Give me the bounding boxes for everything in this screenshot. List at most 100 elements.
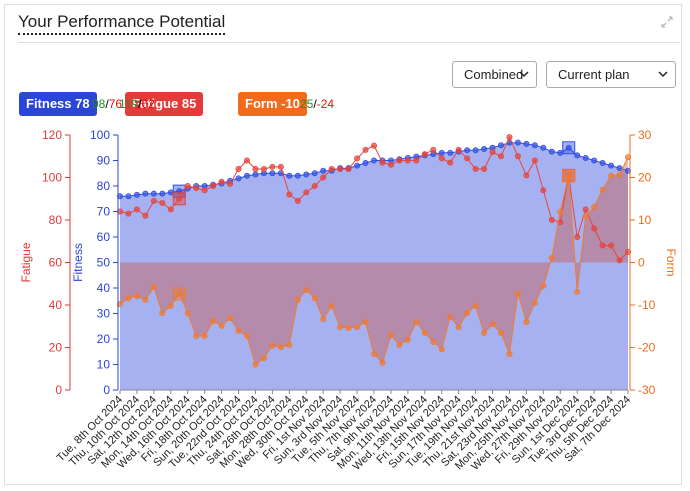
range-separator: /	[105, 97, 109, 111]
data-point	[354, 162, 361, 169]
data-point	[616, 171, 623, 178]
data-point	[260, 165, 267, 172]
badge-value: 78	[75, 96, 90, 111]
highlight-marker	[562, 169, 576, 183]
axis-tick-label: 20	[97, 332, 111, 346]
data-point	[625, 248, 632, 255]
data-point	[404, 336, 411, 343]
data-point	[243, 333, 250, 340]
data-point	[591, 203, 598, 210]
data-point	[218, 322, 225, 329]
data-point	[159, 310, 166, 317]
data-point	[167, 302, 174, 309]
plan-select-text: Current plan	[558, 67, 630, 82]
data-point	[574, 233, 581, 240]
range-low: 76	[108, 97, 123, 111]
data-point	[227, 180, 234, 187]
data-point	[337, 324, 344, 331]
data-point	[286, 341, 293, 348]
data-point	[599, 186, 606, 193]
data-point	[370, 157, 377, 164]
badge-label: Form	[245, 96, 278, 111]
data-point	[625, 167, 632, 174]
axis-tick-label: 10	[638, 213, 652, 227]
data-point	[616, 257, 623, 264]
axis-tick-label: 80	[97, 179, 111, 193]
data-point	[218, 178, 225, 185]
axis-tick-label: -20	[638, 341, 656, 355]
range-high: 119	[119, 97, 139, 111]
data-point	[591, 157, 598, 164]
data-point	[497, 153, 504, 160]
data-point	[159, 190, 166, 197]
data-point	[362, 146, 369, 153]
data-point	[531, 299, 538, 306]
data-point	[599, 160, 606, 167]
data-point	[608, 162, 615, 169]
axis-tick-label: 20	[638, 171, 652, 185]
data-point	[574, 288, 581, 295]
axis-tick-label: 40	[49, 298, 63, 312]
data-point	[557, 208, 564, 215]
data-point	[311, 295, 318, 302]
data-point	[565, 172, 572, 179]
expand-icon[interactable]	[660, 15, 674, 29]
data-point	[133, 293, 140, 300]
data-point	[506, 350, 513, 357]
data-point	[447, 313, 454, 320]
axis-tick-label: 0	[55, 383, 62, 397]
data-point	[252, 171, 259, 178]
data-point	[582, 154, 589, 161]
data-point	[514, 139, 521, 146]
highlight-marker	[172, 287, 186, 301]
data-point	[557, 149, 564, 156]
data-point	[201, 333, 208, 340]
badge-value: 85	[181, 96, 197, 111]
data-point	[489, 148, 496, 155]
axis-tick-label: 100	[90, 128, 110, 142]
data-point	[523, 318, 530, 325]
data-point	[303, 171, 310, 178]
data-point	[328, 165, 335, 172]
data-point	[447, 149, 454, 156]
axis-tick-label: 50	[97, 256, 111, 270]
data-point	[303, 189, 310, 196]
axis-tick-label: 100	[42, 171, 62, 185]
data-point	[370, 142, 377, 149]
data-point	[184, 310, 191, 317]
data-point	[277, 163, 284, 170]
data-point	[540, 144, 547, 151]
axis-tick-label: 0	[638, 256, 645, 270]
data-point	[235, 327, 242, 334]
data-point	[354, 155, 361, 162]
data-point	[438, 149, 445, 156]
data-point	[472, 302, 479, 309]
data-point	[548, 148, 555, 155]
data-point	[396, 157, 403, 164]
data-point	[320, 167, 327, 174]
axis-tick-label: -30	[638, 383, 656, 397]
axis-tick-label: 60	[97, 230, 111, 244]
data-point	[337, 165, 344, 172]
data-point	[481, 165, 488, 172]
data-point	[531, 142, 538, 149]
data-point	[548, 254, 555, 261]
data-point	[277, 344, 284, 351]
badge-range: 25/-24	[300, 92, 334, 116]
view-select[interactable]: Combined	[452, 61, 537, 88]
data-point	[540, 187, 547, 194]
data-point	[472, 147, 479, 154]
data-point	[125, 193, 132, 200]
data-point	[370, 350, 377, 357]
axis-tick-label: 30	[97, 307, 111, 321]
data-point	[574, 152, 581, 159]
data-point	[345, 324, 352, 331]
data-point	[396, 341, 403, 348]
plan-select[interactable]: Current plan	[546, 61, 676, 88]
data-point	[464, 155, 471, 162]
data-point	[142, 296, 149, 303]
badge: Fitness 78	[19, 92, 97, 116]
data-point	[616, 165, 623, 172]
data-point	[447, 159, 454, 166]
